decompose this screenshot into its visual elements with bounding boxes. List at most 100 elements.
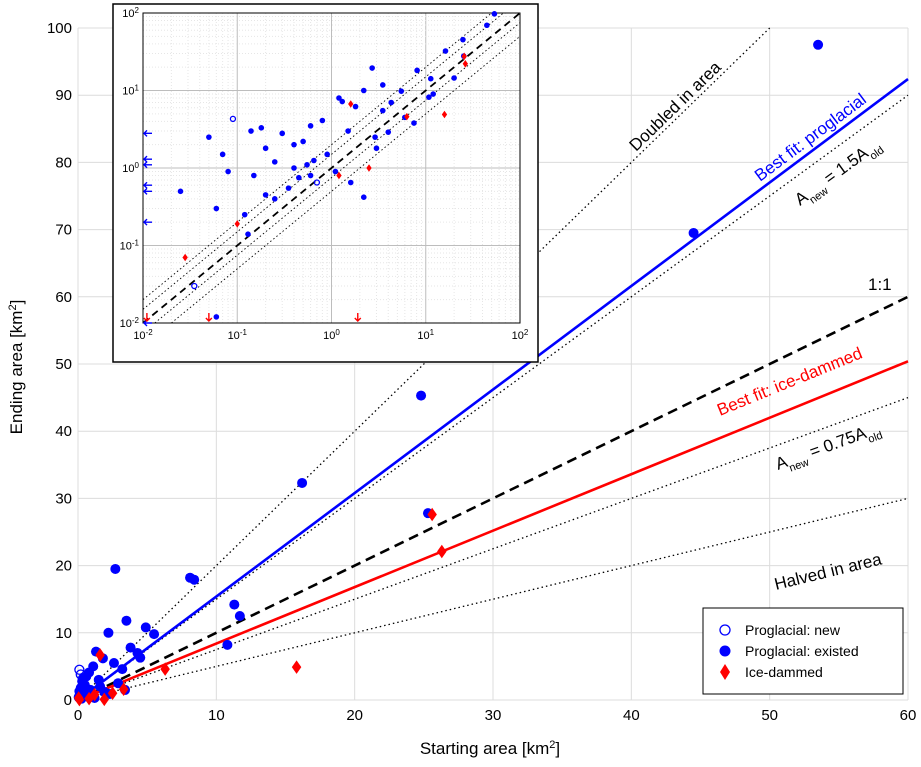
inset-data-point — [206, 134, 212, 140]
inset-data-point — [307, 172, 314, 179]
data-point — [135, 652, 146, 663]
inset-data-point — [191, 282, 198, 290]
inset-data-point — [229, 115, 237, 123]
inset-data-point — [430, 91, 437, 97]
inset-data-point — [296, 174, 302, 181]
legend-label-proglacial-new: Proglacial: new — [745, 622, 841, 638]
inset-tick-labels: 10-2 10-1 100 101 102 10-2 10-1 100 101 102 — [120, 6, 529, 343]
down-arrow-icon — [205, 313, 213, 322]
data-point — [73, 691, 84, 705]
inset-data-point — [398, 88, 405, 94]
legend: Proglacial: new Proglacial: existed Ice-… — [702, 607, 904, 695]
inset-data-point — [379, 107, 386, 114]
main-axes: 0 10 20 30 40 50 60 0 10 20 30 40 50 60 70 80 90 100 — [47, 20, 916, 724]
data-point — [118, 682, 129, 696]
data-point — [95, 681, 106, 692]
inset-reference-line — [142, 12, 504, 310]
data-point — [117, 664, 128, 675]
x-tick-label: 30 — [485, 707, 502, 724]
inset-data-point — [319, 117, 326, 124]
data-point — [229, 599, 240, 610]
data-point — [688, 227, 699, 238]
inset-data-point — [271, 159, 278, 165]
inset-data-point — [285, 185, 292, 191]
inset-data-point — [345, 128, 351, 134]
inset-data-point — [258, 125, 265, 131]
inset-data-point — [460, 36, 466, 43]
inset-data-point — [336, 95, 342, 101]
left-arrow-icon — [143, 155, 152, 163]
y-tick-label: 30 — [55, 490, 72, 507]
inset-data-point — [369, 65, 375, 71]
inset-data-point — [360, 194, 367, 200]
x-tick-label: 0 — [74, 707, 82, 724]
inset-data-point — [339, 98, 346, 105]
inset-data-point — [379, 82, 386, 88]
main-points — [73, 39, 824, 707]
inset-x-tick-label: 10-1 — [228, 328, 248, 343]
legend-marker-proglacial-new — [719, 624, 731, 636]
data-point — [84, 691, 94, 706]
x-tick-label: 10 — [208, 707, 225, 724]
inset-y-tick-label: 10-1 — [120, 238, 140, 253]
label-doubled-in-area: Doubled in area — [626, 57, 726, 155]
inset-data-point — [461, 52, 467, 61]
inset-data-point — [304, 161, 310, 168]
inset-data-point — [245, 231, 251, 237]
inset-data-point — [213, 205, 220, 212]
inset-data-point — [462, 60, 468, 68]
down-arrow-icon — [143, 313, 151, 322]
down-arrow-icon — [354, 313, 362, 322]
inset-data-point — [426, 94, 432, 100]
inset-y-tick-label: 101 — [122, 83, 139, 98]
data-point — [160, 662, 170, 676]
y-tick-label: 20 — [55, 558, 72, 575]
inset-data-point — [373, 145, 380, 152]
legend-label-ice-dammed: Ice-dammed — [745, 664, 823, 680]
reference-line — [77, 94, 909, 701]
inset-data-point — [300, 138, 306, 145]
legend-label-proglacial-existed: Proglacial: existed — [745, 643, 859, 659]
inset-data-point — [372, 134, 378, 140]
inset-data-point — [414, 67, 420, 74]
reference-line — [77, 295, 909, 702]
inset-y-tick-label: 100 — [122, 161, 139, 176]
inset-data-point — [262, 192, 269, 198]
inset-data-point — [491, 11, 498, 17]
inset-data-point — [352, 103, 359, 110]
fit-lines — [77, 78, 909, 702]
inset-data-point — [248, 128, 254, 134]
inset-reference-line — [171, 35, 521, 324]
inset-data-point — [307, 123, 314, 129]
data-point — [121, 615, 132, 626]
inset-data-point — [271, 196, 278, 202]
inset-x-tick-label: 101 — [417, 328, 434, 343]
left-arrow-icon — [143, 181, 152, 189]
reference-line — [77, 497, 909, 701]
inset-data-point — [332, 168, 339, 175]
inset-data-point — [225, 168, 231, 175]
inset-data-point — [451, 75, 457, 81]
inset-x-tick-label: 10-2 — [133, 328, 153, 343]
inset-data-point — [234, 220, 240, 228]
inset-grid — [142, 12, 521, 324]
data-point — [291, 660, 302, 674]
inset-reference-line — [142, 12, 492, 301]
inset-data-point — [411, 120, 417, 126]
data-point — [125, 642, 136, 653]
left-arrow-icon — [143, 187, 152, 195]
data-point — [107, 686, 118, 701]
inset-data-point — [279, 130, 286, 137]
inset-data-point — [441, 110, 448, 119]
inset-data-point — [442, 48, 449, 54]
reference-line — [77, 27, 771, 701]
inset-data-point — [336, 171, 342, 180]
inset-data-point — [262, 145, 269, 152]
data-point — [77, 673, 88, 684]
data-point — [95, 648, 105, 662]
inset-data-point — [311, 157, 317, 164]
data-point — [74, 664, 85, 675]
inset-data-point — [241, 211, 248, 218]
legend-marker-ice-dammed — [720, 664, 730, 680]
